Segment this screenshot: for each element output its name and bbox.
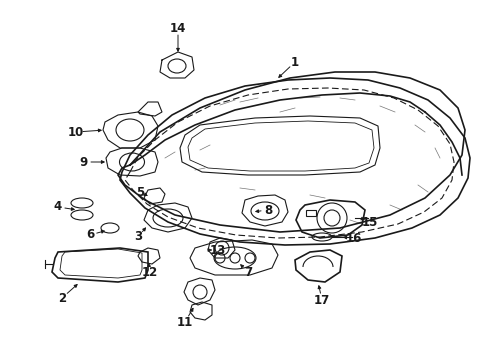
Text: 2: 2 xyxy=(58,292,66,305)
Text: 13: 13 xyxy=(209,243,225,256)
Text: 17: 17 xyxy=(313,293,329,306)
Text: 3: 3 xyxy=(134,230,142,243)
Text: 1: 1 xyxy=(290,55,299,68)
Bar xyxy=(305,210,315,216)
Text: 16: 16 xyxy=(345,231,362,244)
Text: 4: 4 xyxy=(54,201,62,213)
Text: 12: 12 xyxy=(142,266,158,279)
Text: 10: 10 xyxy=(68,126,84,139)
Text: 8: 8 xyxy=(264,203,271,216)
Text: 14: 14 xyxy=(169,22,186,35)
Text: 15: 15 xyxy=(361,216,377,229)
Text: 11: 11 xyxy=(177,315,193,328)
Text: 5: 5 xyxy=(136,185,144,198)
Text: 9: 9 xyxy=(80,156,88,168)
Text: 6: 6 xyxy=(86,229,94,242)
Text: 7: 7 xyxy=(244,266,251,279)
